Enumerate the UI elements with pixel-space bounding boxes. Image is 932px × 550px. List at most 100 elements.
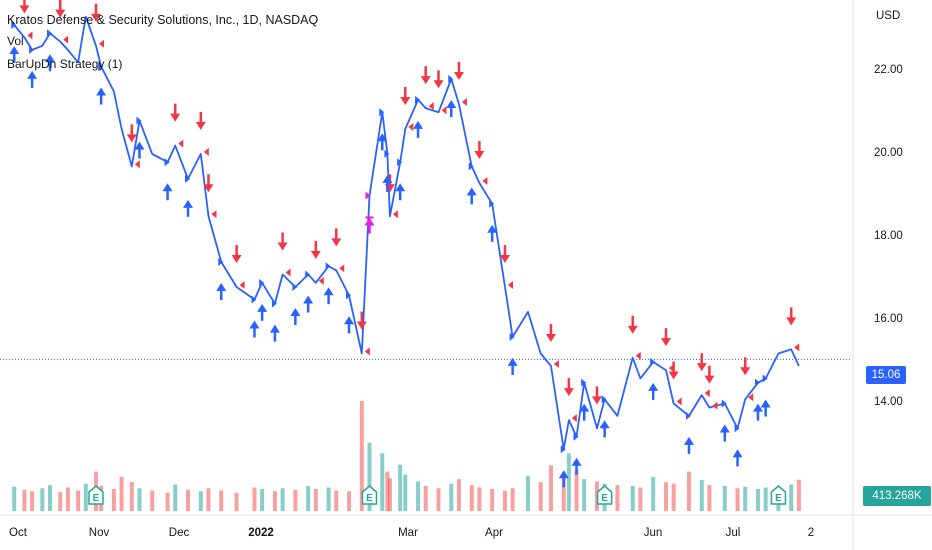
buy-marker <box>560 445 566 454</box>
volume-bar <box>165 492 170 511</box>
sell-signal-arrowhead <box>499 254 510 263</box>
buy-marker <box>734 424 740 433</box>
time-tick-label: Apr <box>485 527 503 539</box>
sell-marker <box>482 177 488 186</box>
sell-marker <box>461 97 467 106</box>
buy-signal-arrowhead <box>96 87 107 96</box>
volume-bar <box>12 486 17 511</box>
buy-marker <box>754 378 760 387</box>
buy-marker <box>379 108 385 117</box>
buy-signal-arrowhead <box>507 357 518 366</box>
sell-signal-arrowhead <box>331 238 342 247</box>
sell-signal-arrowhead <box>356 321 367 330</box>
volume-value-tag: 413.268K <box>863 486 931 506</box>
volume-bar <box>469 485 474 511</box>
buy-signal-arrowhead <box>732 449 743 458</box>
buy-signal-arrowhead <box>683 436 694 445</box>
buy-signal-arrowhead <box>648 382 659 391</box>
sell-marker <box>285 268 291 277</box>
volume-bar <box>651 476 656 511</box>
buy-marker <box>218 258 224 267</box>
buy-marker <box>762 374 768 383</box>
sell-marker <box>63 35 69 44</box>
buy-marker <box>271 299 277 308</box>
volume-bar <box>260 489 265 511</box>
sell-signal-arrowhead <box>627 325 638 334</box>
volume-bar <box>525 476 530 511</box>
buy-signal-arrowhead <box>382 174 393 183</box>
price-tick-label: 20.00 <box>874 146 903 159</box>
buy-signal-arrowhead <box>27 70 38 79</box>
sell-marker <box>178 139 184 148</box>
volume-bar <box>423 485 428 511</box>
earnings-icon <box>361 485 378 505</box>
volume-bar <box>722 485 727 511</box>
sell-signal-arrowhead <box>170 113 181 122</box>
buy-signal-arrowhead <box>558 470 569 479</box>
volume-bar <box>186 489 191 511</box>
strategy-indicator-label[interactable]: BarUpDn Strategy (1) <box>7 57 123 71</box>
buy-signal-arrowhead <box>466 187 477 196</box>
volume-bar <box>234 492 239 511</box>
volume-bar <box>663 482 668 511</box>
buy-marker <box>650 357 656 366</box>
sell-signal-arrowhead <box>704 375 715 384</box>
volume-bar <box>293 489 298 511</box>
sell-signal-arrowhead <box>55 9 66 18</box>
buy-signal-arrowhead <box>303 295 314 304</box>
time-tick-label: 2022 <box>248 527 274 539</box>
time-tick-label: Jul <box>725 527 741 539</box>
buy-marker <box>11 20 17 29</box>
buy-signal-arrowhead <box>183 199 194 208</box>
sell-signal-arrowhead <box>660 338 671 347</box>
volume-bar <box>347 491 352 511</box>
sell-signal-arrowhead <box>91 13 102 22</box>
buy-signal-arrowhead <box>446 100 457 109</box>
earnings-icon <box>596 485 613 505</box>
buy-signal-arrowhead <box>249 320 260 329</box>
earnings-label: E <box>366 493 373 504</box>
buy-signal-arrowhead <box>344 316 355 325</box>
sell-marker <box>676 397 682 406</box>
sell-marker <box>99 39 105 48</box>
sell-signal-arrowhead <box>400 96 411 105</box>
volume-bar <box>538 482 543 511</box>
price-tick-label: 16.00 <box>874 313 903 326</box>
sell-marker <box>364 347 370 356</box>
sell-signal-arrowhead <box>420 76 431 85</box>
volume-bar <box>380 453 385 511</box>
sell-signal-arrowhead <box>231 254 242 263</box>
volume-bar <box>707 485 712 511</box>
volume-bar <box>359 401 364 511</box>
volume-bar <box>306 485 311 511</box>
volume-bar <box>686 471 691 511</box>
price-tick-label: 14.00 <box>874 396 903 409</box>
sell-signal-arrowhead <box>696 363 707 372</box>
buy-marker <box>721 399 727 408</box>
strategy-signal-marker <box>365 191 371 200</box>
volume-bar <box>755 489 760 511</box>
buy-marker <box>259 278 265 287</box>
volume-bar <box>119 476 124 511</box>
volume-bar <box>48 485 53 511</box>
volume-bar <box>326 487 331 511</box>
volume-bar <box>387 478 392 511</box>
chart-title[interactable]: Kratos Defense & Security Solutions, Inc… <box>7 13 319 27</box>
buy-signal-arrowhead <box>377 133 388 142</box>
buy-marker <box>601 395 607 404</box>
sell-marker <box>408 122 414 131</box>
volume-bar <box>671 483 676 511</box>
buy-signal-arrowhead <box>216 283 227 292</box>
sell-marker <box>428 102 434 111</box>
sell-signal-arrowhead <box>591 396 602 405</box>
volume-indicator-label[interactable]: Vol <box>7 34 24 48</box>
buy-signal-arrowhead <box>752 403 763 412</box>
volume-bar <box>796 479 801 511</box>
volume-bar <box>334 490 339 511</box>
volume-bar <box>58 492 63 511</box>
sell-marker <box>392 210 398 219</box>
buy-marker <box>415 95 421 104</box>
sell-marker <box>571 414 577 423</box>
